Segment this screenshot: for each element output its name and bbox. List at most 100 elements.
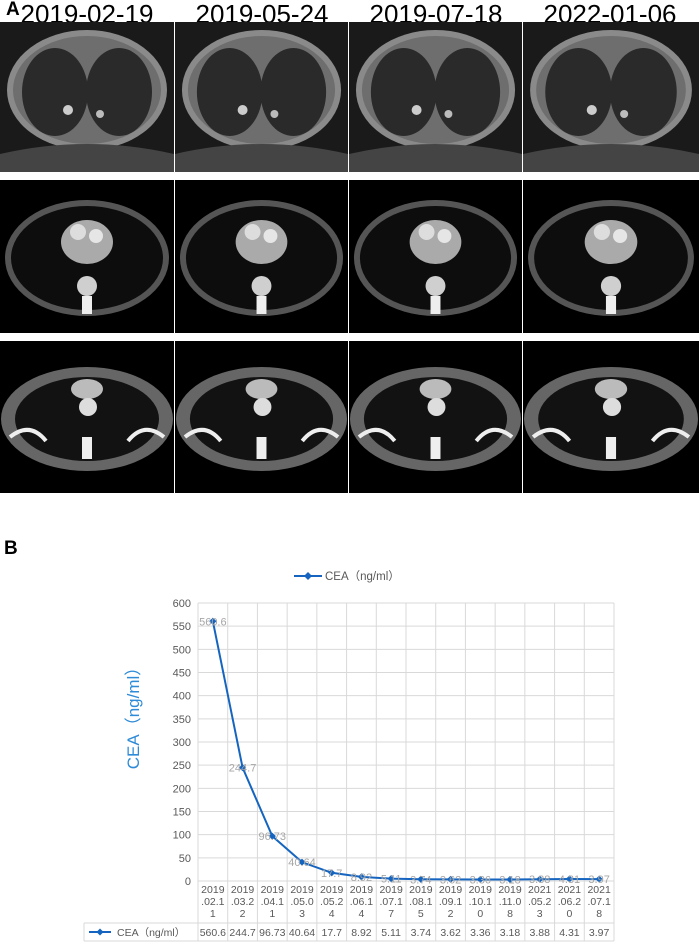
x-tick-label: 8 — [596, 908, 602, 920]
x-tick-label: 8 — [507, 908, 513, 920]
y-tick-label: 600 — [173, 598, 191, 610]
y-tick-label: 550 — [173, 621, 191, 633]
ct-scan-image — [0, 341, 174, 493]
x-tick-label: 2019 — [439, 884, 463, 896]
cea-series-line — [211, 621, 600, 881]
x-tick-label: 2019 — [469, 884, 493, 896]
table-value-cell: 3.36 — [470, 927, 491, 939]
cea-value-label: 8.92 — [351, 872, 372, 884]
table-value-cell: 5.11 — [381, 927, 401, 939]
cea-data-point — [328, 869, 336, 877]
x-tick-label: 1 — [210, 908, 216, 920]
cea-value-label: 244.7 — [229, 763, 257, 775]
x-tick-label: 1 — [269, 908, 275, 920]
x-tick-label: .09.1 — [439, 896, 463, 908]
x-tick-label: 2019 — [350, 884, 374, 896]
x-tick-label: 2021 — [558, 884, 582, 896]
ct-scan-image — [523, 341, 699, 493]
ct-scan-image — [175, 22, 348, 172]
x-tick-label: 7 — [388, 908, 394, 920]
cea-value-label: 4.31 — [559, 874, 580, 886]
x-tick-label: 2019 — [498, 884, 522, 896]
x-tick-label: .10.1 — [469, 896, 493, 908]
cea-value-label: 3.97 — [588, 874, 609, 886]
ct-scan-image — [175, 341, 348, 493]
ct-scan-image — [349, 180, 522, 333]
cea-value-label: 560.6 — [199, 616, 227, 628]
cea-value-label: 17.7 — [321, 868, 342, 880]
x-tick-label: 2 — [448, 908, 454, 920]
cea-data-point — [298, 858, 306, 866]
table-legend-marker — [96, 928, 104, 936]
ct-scan-image — [349, 22, 522, 172]
legend-label: CEA（ng/ml） — [325, 570, 400, 583]
table-value-cell: 244.7 — [229, 927, 255, 939]
y-tick-label: 0 — [185, 876, 191, 888]
table-value-cell: 17.7 — [321, 927, 342, 939]
y-tick-label: 350 — [173, 714, 191, 726]
cea-value-label: 96.73 — [259, 831, 287, 843]
table-value-cell: 4.31 — [559, 927, 580, 939]
x-tick-label: .06.2 — [558, 896, 582, 908]
table-value-cell: 3.18 — [500, 927, 521, 939]
ct-scan-image — [175, 180, 348, 333]
table-value-cell: 3.88 — [529, 927, 550, 939]
ct-scan-image — [523, 22, 699, 172]
cea-value-label: 3.18 — [499, 875, 520, 887]
cea-data-point — [268, 832, 276, 840]
cea-line-chart: 0501001502002503003504004505005506002019… — [83, 570, 615, 942]
x-tick-label: 2019 — [231, 884, 255, 896]
x-tick-label: 2019 — [201, 884, 225, 896]
y-tick-label: 50 — [179, 853, 191, 865]
table-series-name: CEA（ng/ml） — [117, 927, 185, 939]
y-tick-label: 400 — [173, 691, 191, 703]
x-tick-label: 5 — [418, 908, 424, 920]
cea-data-point — [476, 875, 484, 884]
y-tick-label: 500 — [173, 644, 191, 656]
x-tick-label: 3 — [299, 908, 305, 920]
y-axis-label: CEA（ng/ml） — [124, 659, 143, 770]
y-tick-label: 450 — [173, 668, 191, 680]
table-value-cell: 96.73 — [259, 927, 285, 939]
table-value-cell: 3.97 — [589, 927, 610, 939]
x-tick-label: .08.1 — [409, 896, 433, 908]
x-tick-label: .03.2 — [231, 896, 255, 908]
cea-value-label: 3.62 — [440, 874, 461, 886]
x-tick-label: 2 — [240, 908, 246, 920]
cea-data-point — [565, 875, 574, 883]
table-value-cell: 8.92 — [351, 927, 372, 939]
x-tick-label: .05.2 — [528, 896, 552, 908]
x-tick-label: .04.1 — [261, 896, 285, 908]
cea-data-point — [387, 875, 395, 883]
x-tick-label: .11.0 — [499, 896, 522, 908]
cea-data-point — [357, 873, 366, 881]
panel-b-label: B — [4, 538, 18, 559]
table-value-cell: 40.64 — [289, 927, 315, 939]
table-value-cell: 3.62 — [440, 927, 461, 939]
x-tick-label: 2019 — [290, 884, 314, 896]
x-tick-label: .06.1 — [350, 896, 374, 908]
cea-value-label: 3.88 — [529, 874, 550, 886]
y-tick-label: 150 — [173, 807, 191, 819]
x-tick-label: 2021 — [528, 884, 552, 896]
ct-scan-image — [349, 341, 522, 493]
x-tick-label: 4 — [329, 908, 335, 920]
cea-value-label: 3.36 — [470, 874, 491, 886]
cea-data-point — [446, 875, 455, 883]
x-tick-label: 2021 — [587, 884, 611, 896]
table-value-cell: 3.74 — [411, 927, 432, 939]
x-tick-label: .02.1 — [201, 896, 225, 908]
cea-value-label: 5.11 — [381, 874, 402, 886]
x-tick-label: 2019 — [320, 884, 344, 896]
table-value-cell: 560.6 — [200, 927, 226, 939]
cea-data-point — [417, 875, 425, 883]
ct-scan-image — [0, 180, 174, 333]
x-tick-label: .05.2 — [320, 896, 344, 908]
ct-scan-image — [523, 180, 699, 333]
ct-scan-image — [0, 22, 174, 172]
x-tick-label: 4 — [359, 908, 365, 920]
cea-data-point — [506, 875, 514, 884]
x-tick-label: 0 — [567, 908, 573, 920]
y-tick-label: 200 — [173, 783, 191, 795]
x-tick-label: .07.1 — [379, 896, 403, 908]
